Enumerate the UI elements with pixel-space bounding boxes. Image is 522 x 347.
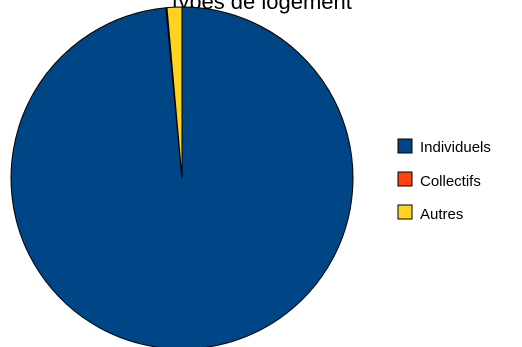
legend-swatch-autres: [397, 204, 413, 220]
pie-slice-autres: [166, 6, 183, 179]
legend-swatch-individuels: [397, 138, 413, 154]
legend-label-autres: Autres: [420, 206, 463, 223]
legend-label-collectifs: Collectifs: [420, 173, 481, 190]
legend-swatch-collectifs: [397, 171, 413, 187]
legend: Individuels Collectifs Autres: [397, 138, 491, 223]
legend-item-autres: Autres: [397, 204, 463, 223]
legend-item-collectifs: Collectifs: [397, 171, 481, 190]
pie-slices: [10, 6, 354, 347]
legend-label-individuels: Individuels: [420, 139, 491, 156]
legend-item-individuels: Individuels: [397, 138, 491, 156]
